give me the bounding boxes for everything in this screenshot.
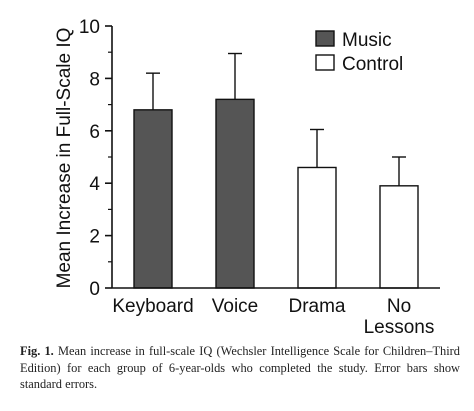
bar-keyboard bbox=[133, 109, 173, 289]
category-labels: Keyboard Voice Drama No Lessons bbox=[112, 296, 434, 338]
caption-text: Mean increase in full-scale IQ (Wechsler… bbox=[20, 344, 460, 391]
legend-swatch-control bbox=[315, 54, 335, 71]
bars bbox=[133, 98, 419, 289]
error-bars bbox=[146, 52, 406, 186]
caption-label: Fig. 1. bbox=[20, 344, 54, 358]
x-category-label: Voice bbox=[212, 296, 258, 317]
legend-label-music: Music bbox=[342, 30, 392, 51]
bar-no-lessons bbox=[379, 185, 419, 289]
y-tick-label: 2 bbox=[89, 227, 100, 248]
y-tick-label: 0 bbox=[89, 279, 100, 300]
bar-voice bbox=[215, 98, 255, 289]
y-axis-title: Mean Increase in Full-Scale IQ bbox=[54, 28, 75, 289]
y-tick-label: 4 bbox=[89, 174, 100, 195]
y-tick-label: 6 bbox=[89, 122, 100, 143]
legend: Music Control bbox=[315, 30, 403, 75]
bar-drama bbox=[297, 166, 337, 289]
x-category-label: Drama bbox=[288, 296, 345, 317]
legend-swatch-music bbox=[315, 30, 335, 47]
x-category-label: No Lessons bbox=[364, 296, 435, 338]
figure-caption: Fig. 1. Mean increase in full-scale IQ (… bbox=[20, 343, 460, 393]
y-tick-label: 8 bbox=[89, 69, 100, 90]
bar-chart: Mean Increase in Full-Scale IQ 0 2 4 6 8 10 K… bbox=[54, 17, 440, 338]
legend-label-control: Control bbox=[342, 54, 403, 75]
y-tick-label: 10 bbox=[79, 17, 100, 38]
y-axis-ticks: 0 2 4 6 8 10 bbox=[79, 17, 112, 300]
x-category-label: Keyboard bbox=[112, 296, 193, 317]
axes bbox=[111, 26, 440, 289]
